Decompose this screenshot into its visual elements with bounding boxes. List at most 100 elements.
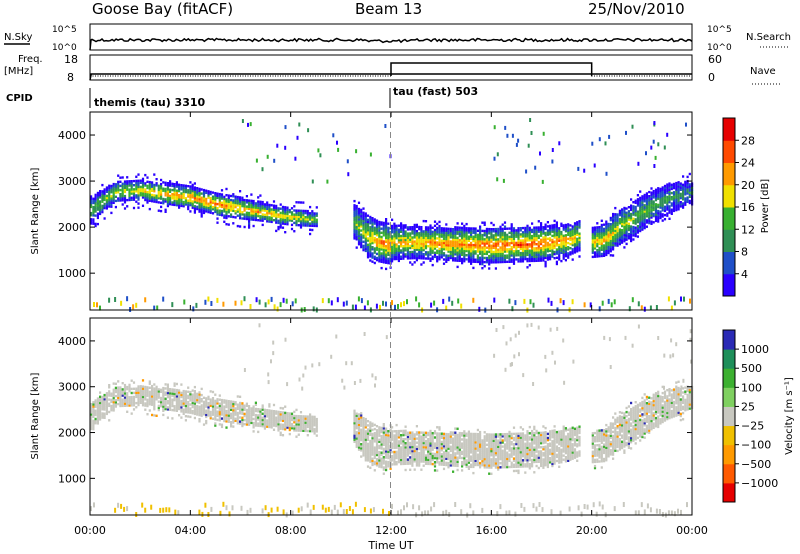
power-heatmap-cell xyxy=(130,186,133,189)
power-heatmap-cell xyxy=(474,258,477,261)
velocity-heatmap-cell xyxy=(353,430,356,433)
power-heatmap-cell xyxy=(458,257,461,260)
velocity-heatmap-cell xyxy=(268,419,271,423)
velocity-heatmap-cell xyxy=(245,419,248,422)
power-heatmap-cell xyxy=(160,178,163,182)
velocity-heatmap-cell xyxy=(92,405,95,408)
power-heatmap-cell xyxy=(470,256,473,259)
power-heatmap-cell xyxy=(304,224,307,227)
power-heatmap-cell xyxy=(479,250,482,253)
velocity-heatmap-cell xyxy=(375,453,379,457)
power-heatmap-cell xyxy=(187,193,190,196)
velocity-heatmap-cell xyxy=(402,448,405,451)
velocity-heatmap-cell xyxy=(415,447,418,451)
power-heatmap-cell xyxy=(531,253,534,256)
velocity-heatmap-cell xyxy=(236,417,239,421)
power-heatmap-cell xyxy=(302,220,305,223)
power-heatmap-cell xyxy=(499,252,502,255)
velocity-heatmap-cell xyxy=(155,385,158,389)
power-heatmap-cell xyxy=(279,203,282,206)
power-heatmap-cell xyxy=(470,233,473,236)
power-heatmap-cell xyxy=(380,244,383,247)
power-heatmap-cell xyxy=(160,205,163,209)
power-heatmap-cell xyxy=(413,246,416,249)
power-heatmap-cell xyxy=(465,233,468,236)
power-heatmap-cell xyxy=(551,234,554,238)
velocity-heatmap-cell xyxy=(254,420,257,423)
station-title: Goose Bay (fitACF) xyxy=(92,0,233,18)
power-heatmap-cell xyxy=(596,249,599,252)
power-heatmap-cell xyxy=(517,251,520,255)
power-heatmap-cell xyxy=(420,234,423,237)
power-heatmap-cell xyxy=(476,248,479,251)
power-heatmap-cell xyxy=(460,303,463,309)
velocity-heatmap-cell xyxy=(375,435,379,438)
power-heatmap-cell xyxy=(474,235,477,239)
power-heatmap-cell xyxy=(553,246,556,250)
power-heatmap-cell xyxy=(449,240,452,243)
velocity-heatmap-cell xyxy=(151,387,154,390)
power-heatmap-cell xyxy=(309,212,312,215)
power-heatmap-cell xyxy=(418,227,421,231)
velocity-heatmap-cell xyxy=(128,400,131,403)
velocity-heatmap-cell xyxy=(180,391,183,395)
power-heatmap-cell xyxy=(533,236,536,240)
power-heatmap-cell xyxy=(661,198,664,202)
power-heatmap-cell xyxy=(540,226,543,229)
power-heatmap-cell xyxy=(415,236,418,239)
power-heatmap-cell xyxy=(569,251,572,254)
power-heatmap-cell xyxy=(216,194,219,197)
power-heatmap-cell xyxy=(670,208,673,211)
power-heatmap-cell xyxy=(288,215,291,218)
power-heatmap-cell xyxy=(483,223,486,226)
velocity-heatmap-cell xyxy=(364,424,367,427)
power-heatmap-cell xyxy=(454,257,457,260)
velocity-heatmap-cell xyxy=(175,403,178,406)
power-heatmap-cell xyxy=(214,202,217,205)
velocity-heatmap-cell xyxy=(173,409,176,412)
velocity-heatmap-cell xyxy=(391,430,394,433)
power-heatmap-cell xyxy=(479,227,482,230)
velocity-heatmap-cell xyxy=(266,413,269,416)
power-heatmap-cell xyxy=(510,246,513,249)
power-heatmap-cell xyxy=(431,263,434,267)
power-heatmap-cell xyxy=(447,238,450,241)
power-heatmap-cell xyxy=(645,215,648,218)
power-heatmap-cell xyxy=(461,226,464,230)
power-heatmap-cell xyxy=(607,298,610,304)
power-heatmap-cell xyxy=(415,242,418,245)
power-heatmap-cell xyxy=(488,244,491,247)
velocity-heatmap-cell xyxy=(389,457,392,460)
velocity-heatmap-cell xyxy=(166,416,169,419)
power-heatmap-cell xyxy=(456,253,459,256)
power-heatmap-cell xyxy=(612,254,615,257)
power-heatmap-cell xyxy=(551,247,554,250)
power-heatmap-cell xyxy=(225,206,228,209)
power-heatmap-cell xyxy=(562,253,565,256)
power-heatmap-cell xyxy=(497,248,500,251)
power-heatmap-cell xyxy=(248,224,251,227)
power-heatmap-cell xyxy=(353,222,356,226)
velocity-heatmap-cell xyxy=(257,422,260,425)
power-heatmap-cell xyxy=(535,232,538,235)
velocity-heatmap-cell xyxy=(268,417,271,420)
velocity-heatmap-cell xyxy=(99,410,102,413)
power-heatmap-cell xyxy=(607,229,610,232)
power-heatmap-cell xyxy=(600,219,603,222)
noise-sky-trace xyxy=(89,37,693,51)
velocity-heatmap-cell xyxy=(371,449,374,452)
power-heatmap-cell xyxy=(625,242,628,246)
velocity-heatmap-cell xyxy=(234,409,237,412)
power-heatmap-cell xyxy=(517,233,520,236)
power-heatmap-cell xyxy=(173,193,176,196)
velocity-heatmap-cell xyxy=(200,414,203,417)
power-heatmap-cell xyxy=(632,227,635,231)
power-heatmap-cell xyxy=(436,222,439,226)
power-heatmap-cell xyxy=(422,253,425,256)
power-heatmap-cell xyxy=(160,189,163,192)
velocity-heatmap-cell xyxy=(218,412,221,416)
power-heatmap-cell xyxy=(474,252,477,255)
power-heatmap-cell xyxy=(659,214,662,218)
power-heatmap-cell xyxy=(236,214,239,217)
power-heatmap-cell xyxy=(429,243,432,246)
